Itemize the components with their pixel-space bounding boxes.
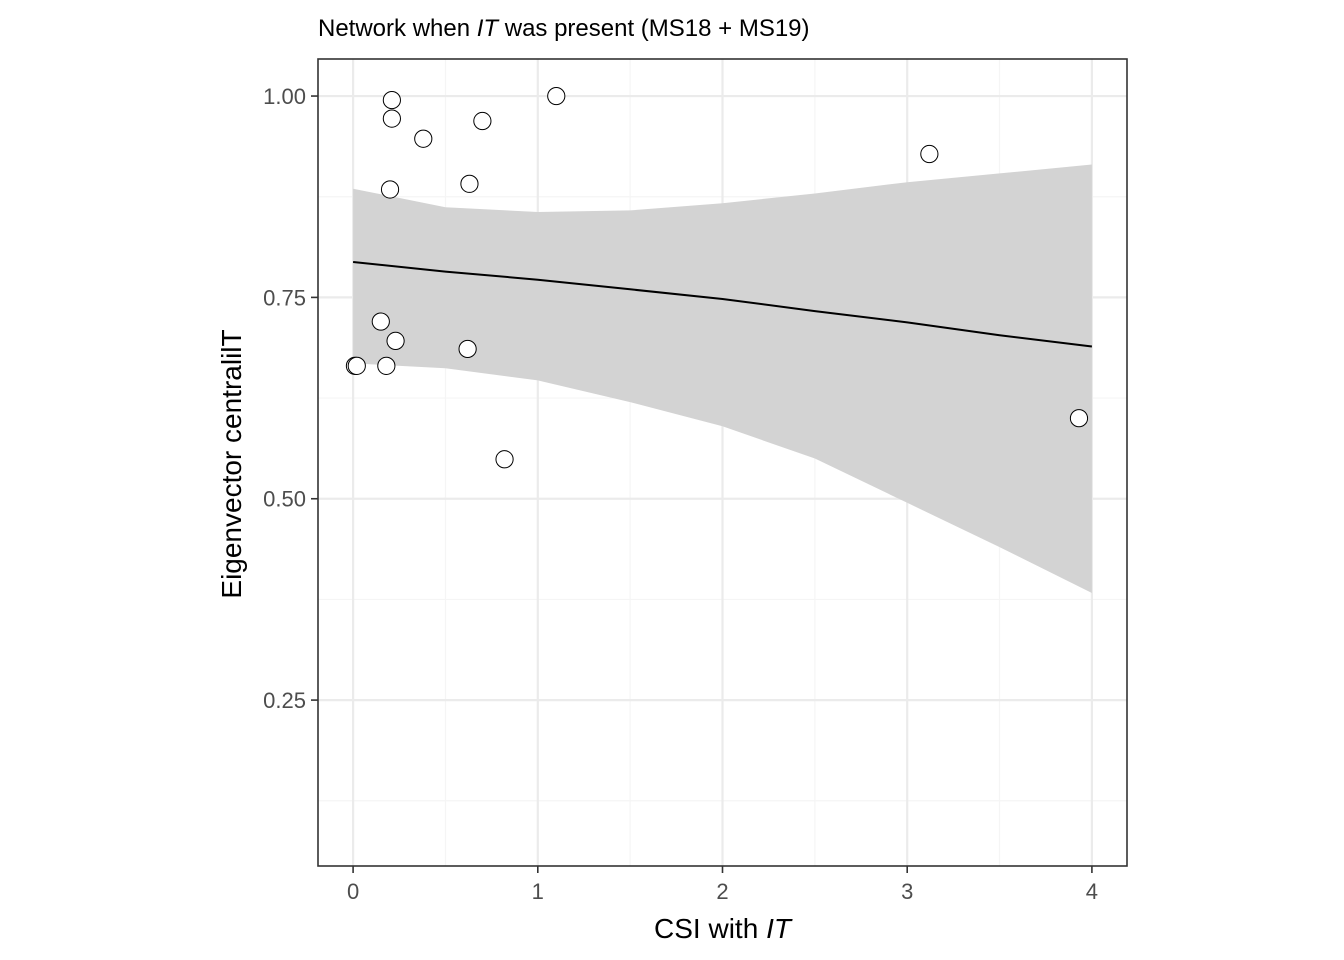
data-point-4	[414, 129, 433, 148]
fit-line	[352, 261, 1093, 348]
data-point-8	[371, 312, 390, 331]
x-tick-label-0: 0	[347, 879, 359, 904]
x-tick-label-3: 3	[901, 879, 913, 904]
chart-title-before: Network when	[318, 15, 477, 42]
data-point-2	[382, 109, 401, 128]
data-point-1	[547, 86, 566, 106]
chart-title-italic: IT	[477, 15, 501, 42]
chart-title-after: was present (MS18 + MS19)	[498, 15, 809, 42]
data-point-0	[382, 90, 401, 110]
x-axis-title-before: CSI with	[654, 913, 766, 944]
y-tick-label-3: 1.00	[263, 84, 306, 109]
y-tick-label-1: 0.50	[263, 487, 306, 512]
x-tick-label-2: 2	[716, 879, 728, 904]
chart-title: Network when IT was present (MS18 + MS19…	[318, 15, 810, 42]
data-points	[345, 86, 1089, 469]
y-axis: 0.25 0.50 0.75 1.00	[263, 84, 318, 713]
data-point-10	[458, 339, 477, 359]
data-point-3	[473, 111, 492, 131]
x-tick-label-4: 4	[1086, 879, 1098, 904]
data-point-6	[460, 174, 479, 193]
data-point-5	[920, 144, 939, 164]
y-tick-label-0: 0.25	[263, 688, 306, 713]
data-point-13	[377, 356, 396, 375]
y-tick-label-2: 0.75	[263, 285, 306, 310]
data-point-14	[1069, 409, 1089, 428]
confidence-band	[353, 164, 1092, 593]
x-axis-title: CSI with IT	[654, 913, 793, 944]
x-axis-title-italic: IT	[766, 913, 793, 944]
data-point-15	[495, 450, 514, 469]
x-axis: 0 1 2 3 4	[347, 866, 1098, 904]
data-point-9	[386, 331, 405, 350]
data-point-7	[380, 180, 400, 199]
x-tick-label-1: 1	[532, 879, 544, 904]
data-point-12	[347, 356, 366, 375]
y-axis-title: Eigenvector centralilT	[216, 329, 247, 598]
